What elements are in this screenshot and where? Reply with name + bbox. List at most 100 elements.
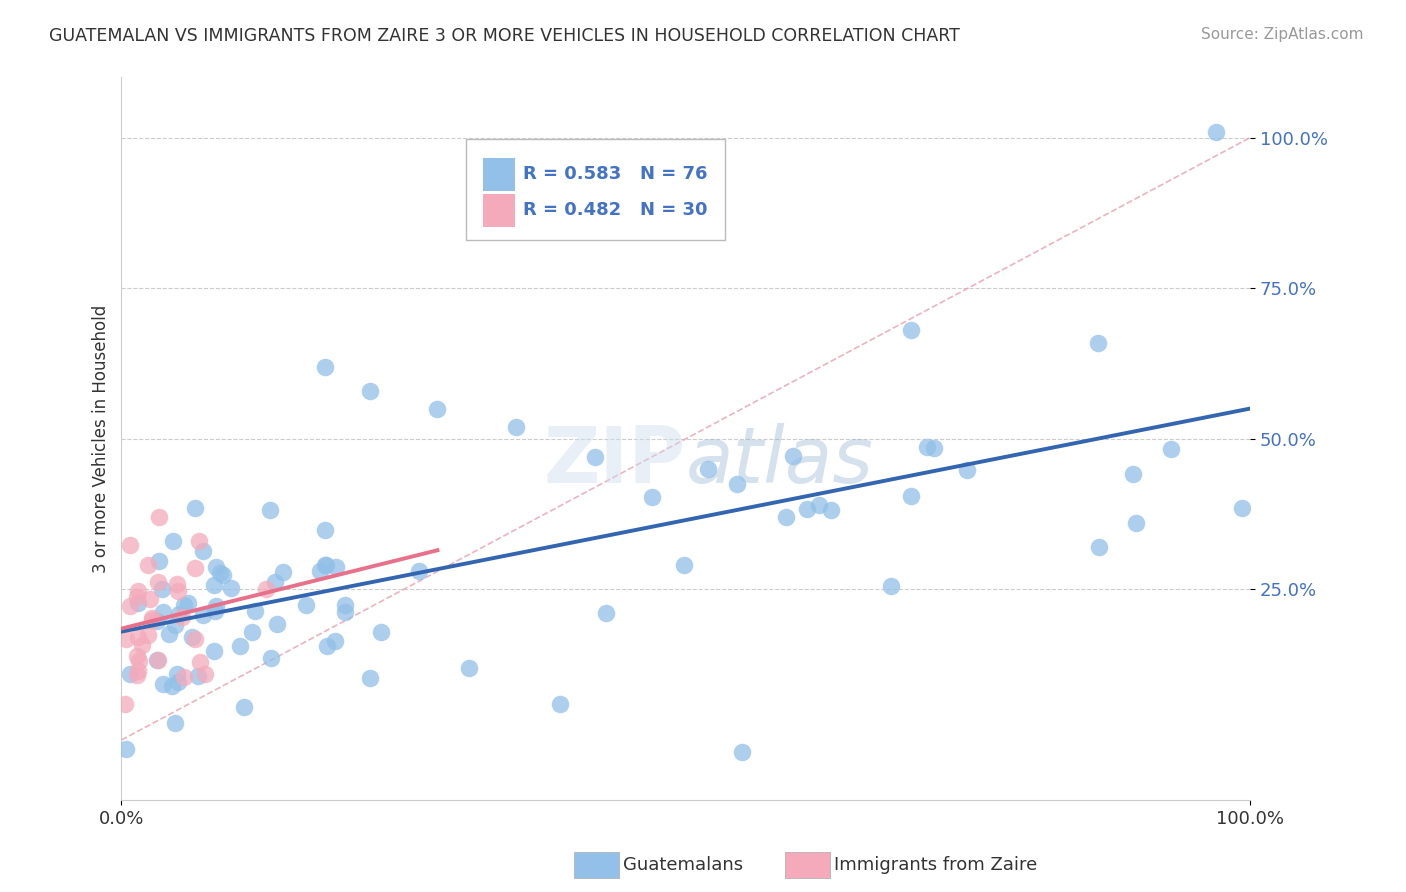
Point — [148, 554, 170, 568]
Y-axis label: 3 or more Vehicles in Household: 3 or more Vehicles in Household — [93, 305, 110, 573]
Point — [915, 440, 938, 454]
Point — [254, 582, 277, 596]
Point — [127, 596, 149, 610]
Point — [194, 667, 217, 681]
Point — [167, 674, 190, 689]
Point — [323, 633, 346, 648]
Point — [204, 604, 226, 618]
Point — [956, 463, 979, 477]
Point — [595, 606, 617, 620]
Point — [114, 697, 136, 711]
Point — [115, 742, 138, 756]
Point — [148, 510, 170, 524]
Point — [900, 489, 922, 503]
Point — [114, 632, 136, 646]
Point — [1088, 540, 1111, 554]
Point — [152, 677, 174, 691]
Point — [173, 670, 195, 684]
Point — [125, 668, 148, 682]
Point — [1230, 500, 1253, 515]
Point — [193, 607, 215, 622]
Point — [165, 618, 187, 632]
Point — [263, 575, 285, 590]
Point — [426, 401, 449, 416]
Point — [333, 598, 356, 612]
Point — [880, 579, 903, 593]
Point — [167, 607, 190, 621]
Point — [141, 613, 163, 627]
Point — [160, 680, 183, 694]
Text: atlas: atlas — [686, 423, 873, 499]
Point — [127, 664, 149, 678]
Point — [212, 568, 235, 582]
Point — [125, 590, 148, 604]
Point — [146, 614, 169, 628]
Point — [202, 644, 225, 658]
Text: Guatemalans: Guatemalans — [623, 856, 742, 874]
Point — [1205, 125, 1227, 139]
Point — [1160, 442, 1182, 457]
Point — [240, 625, 263, 640]
Point — [243, 604, 266, 618]
Point — [184, 632, 207, 646]
Point — [127, 584, 149, 599]
Point — [205, 559, 228, 574]
Point — [208, 566, 231, 581]
Point — [166, 577, 188, 591]
Point — [146, 653, 169, 667]
Point — [260, 651, 283, 665]
Point — [807, 498, 830, 512]
Text: Source: ZipAtlas.com: Source: ZipAtlas.com — [1201, 27, 1364, 42]
Point — [184, 501, 207, 516]
Point — [782, 449, 804, 463]
Text: ZIP: ZIP — [544, 423, 686, 499]
Text: Immigrants from Zaire: Immigrants from Zaire — [834, 856, 1038, 874]
Point — [335, 605, 357, 619]
Point — [1125, 516, 1147, 530]
Point — [163, 716, 186, 731]
Point — [308, 564, 330, 578]
Text: R = 0.583   N = 76: R = 0.583 N = 76 — [523, 165, 707, 183]
Point — [641, 490, 664, 504]
Point — [796, 502, 818, 516]
Point — [146, 653, 169, 667]
Point — [271, 565, 294, 579]
Text: R = 0.482   N = 30: R = 0.482 N = 30 — [523, 202, 707, 219]
Point — [118, 666, 141, 681]
Point — [1087, 336, 1109, 351]
Point — [673, 558, 696, 573]
Point — [583, 450, 606, 464]
Point — [232, 700, 254, 714]
Point — [180, 631, 202, 645]
Point — [170, 610, 193, 624]
Point — [775, 510, 797, 524]
Point — [188, 655, 211, 669]
Point — [131, 638, 153, 652]
Point — [187, 668, 209, 682]
Point — [141, 611, 163, 625]
Point — [314, 523, 336, 537]
Point — [157, 627, 180, 641]
Point — [166, 666, 188, 681]
Point — [146, 575, 169, 590]
Point — [136, 628, 159, 642]
Point — [128, 654, 150, 668]
Point — [138, 592, 160, 607]
Point — [820, 503, 842, 517]
Point — [120, 538, 142, 552]
Point — [900, 323, 922, 337]
Point — [127, 649, 149, 664]
Point — [202, 578, 225, 592]
Point — [315, 558, 337, 573]
Point — [120, 599, 142, 614]
Point — [325, 559, 347, 574]
Point — [295, 598, 318, 612]
Point — [127, 631, 149, 645]
FancyBboxPatch shape — [482, 194, 516, 227]
Point — [1122, 467, 1144, 481]
Point — [259, 503, 281, 517]
Point — [359, 384, 381, 398]
Point — [205, 599, 228, 613]
Point — [550, 697, 572, 711]
FancyBboxPatch shape — [465, 139, 725, 240]
